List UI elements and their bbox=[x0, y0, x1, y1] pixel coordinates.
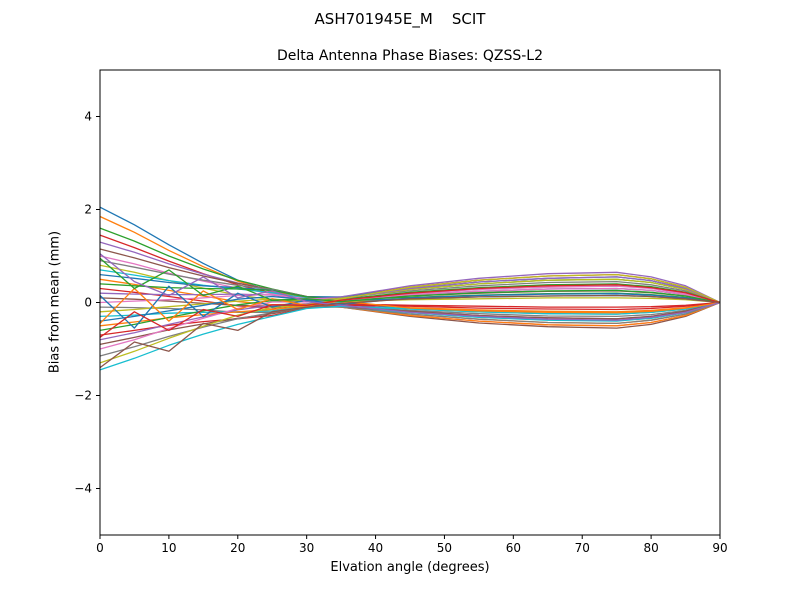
y-axis: −4 −2 0 2 4 bbox=[74, 110, 100, 496]
x-tick-label: 30 bbox=[299, 541, 314, 555]
x-axis: 0 10 20 30 40 50 60 70 80 90 bbox=[96, 535, 728, 555]
axes-title: Delta Antenna Phase Biases: QZSS-L2 bbox=[277, 48, 543, 64]
x-tick-label: 0 bbox=[96, 541, 104, 555]
y-tick-label: 0 bbox=[84, 296, 92, 310]
x-tick-label: 80 bbox=[643, 541, 658, 555]
series-line bbox=[99, 285, 721, 329]
series-line bbox=[99, 273, 721, 364]
y-tick-label: 4 bbox=[84, 110, 92, 124]
x-tick-label: 10 bbox=[161, 541, 176, 555]
x-axis-label: Elvation angle (degrees) bbox=[330, 560, 490, 575]
series-line bbox=[99, 271, 721, 304]
x-tick-label: 60 bbox=[506, 541, 521, 555]
y-tick-label: 2 bbox=[84, 203, 92, 217]
series-line bbox=[99, 301, 721, 357]
x-tick-label: 40 bbox=[368, 541, 383, 555]
x-tick-label: 90 bbox=[712, 541, 727, 555]
y-tick-label: −4 bbox=[74, 482, 92, 496]
figure-suptitle: ASH701945E_M SCIT bbox=[314, 10, 486, 28]
series-line bbox=[99, 257, 721, 304]
y-tick-label: −2 bbox=[74, 389, 92, 403]
x-tick-label: 70 bbox=[575, 541, 590, 555]
series-lines bbox=[99, 206, 721, 371]
series-line bbox=[99, 294, 721, 369]
series-line bbox=[99, 284, 721, 338]
x-tick-label: 50 bbox=[437, 541, 452, 555]
series-line bbox=[99, 253, 721, 321]
x-tick-label: 20 bbox=[230, 541, 245, 555]
